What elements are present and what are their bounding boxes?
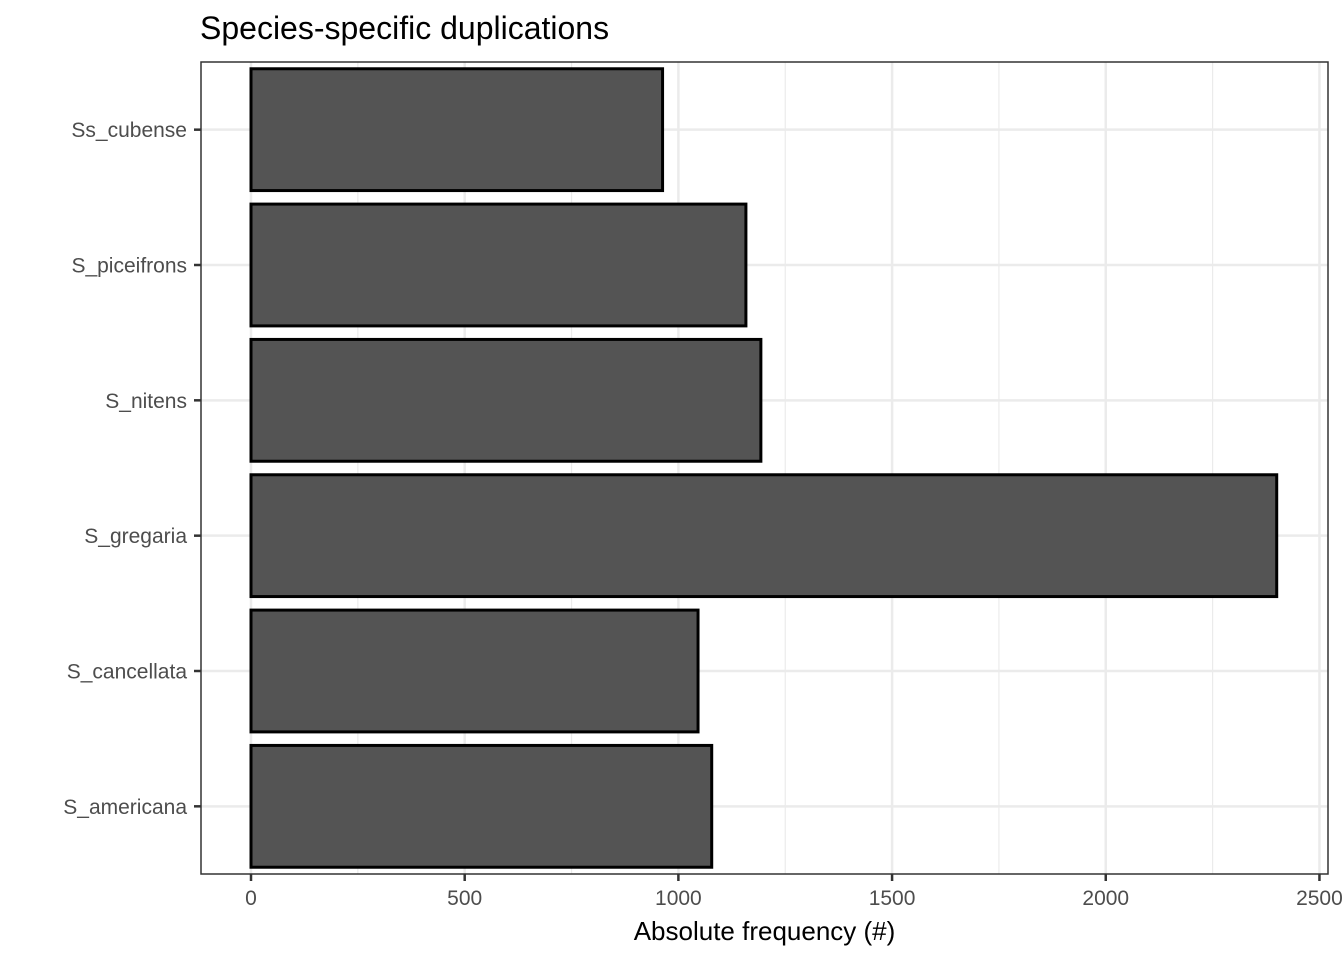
x-tick-label: 1500 xyxy=(869,887,916,910)
y-tick-label: S_piceifrons xyxy=(71,255,187,278)
bars-layer xyxy=(249,67,1279,869)
y-tick-label: S_americana xyxy=(63,796,187,819)
bar-s-cancellata xyxy=(249,608,700,734)
y-tick-label: S_gregaria xyxy=(84,525,187,548)
x-tick-label: 2000 xyxy=(1082,887,1129,910)
bar-s-piceifrons xyxy=(249,202,748,328)
y-tick-label: S_nitens xyxy=(105,390,187,413)
y-tick-label: S_cancellata xyxy=(67,661,188,684)
panel-border xyxy=(200,61,1329,875)
y-tick-label: Ss_cubense xyxy=(71,119,187,142)
bar-ss-cubense xyxy=(249,67,665,193)
bar-s-gregaria xyxy=(249,473,1279,599)
x-axis: 0 500 1000 1500 2000 2500 xyxy=(245,874,1343,910)
x-tick-label: 500 xyxy=(447,887,482,910)
x-tick-label: 2500 xyxy=(1296,887,1343,910)
x-tick-label: 0 xyxy=(245,887,257,910)
x-axis-title: Absolute frequency (#) xyxy=(634,916,896,946)
bar-s-nitens xyxy=(249,337,763,463)
y-axis: S_americana S_cancellata S_gregaria S_niten… xyxy=(63,119,201,819)
chart-title: Species-specific duplications xyxy=(200,10,609,46)
bar-s-americana xyxy=(249,743,714,869)
x-tick-label: 1000 xyxy=(655,887,702,910)
